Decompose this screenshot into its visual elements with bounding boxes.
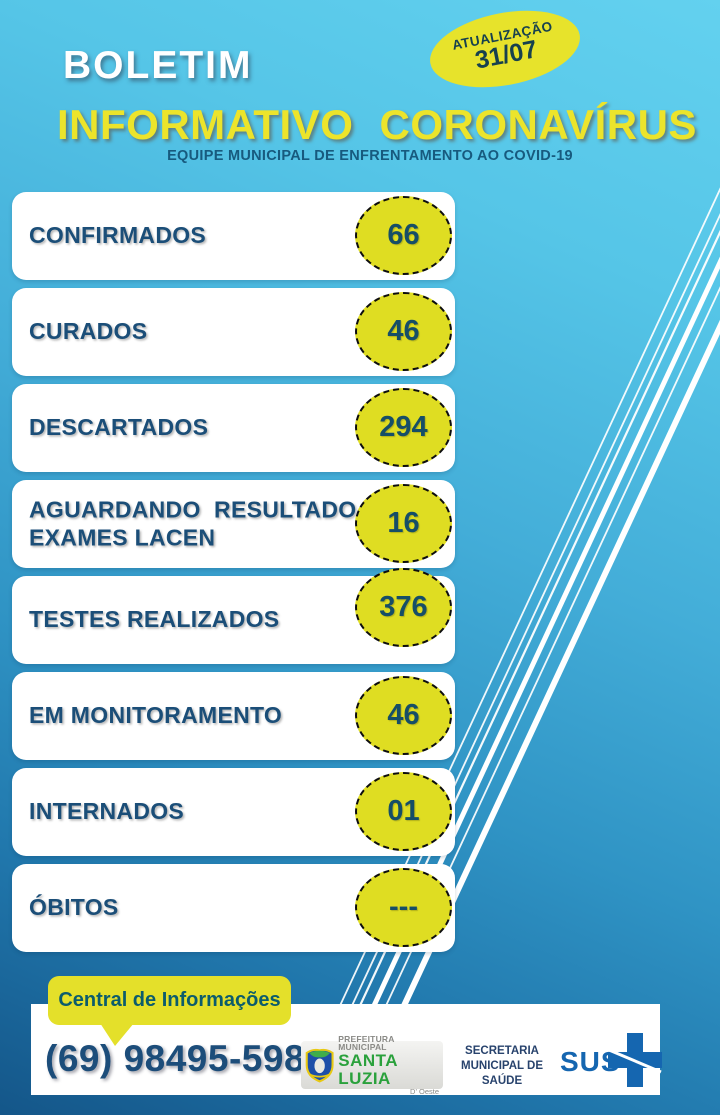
info-center-callout-tail — [100, 1023, 134, 1046]
stat-value: 46 — [387, 315, 420, 347]
sus-cross-icon — [608, 1033, 662, 1087]
stat-value-bubble: 46 — [355, 676, 452, 755]
stat-label: CONFIRMADOS — [29, 222, 207, 249]
stat-label: AGUARDANDO RESULTADO EXAMES LACEN — [29, 496, 357, 550]
page-title: INFORMATIVO CORONAVÍRUS — [57, 101, 697, 148]
stat-card-internados: INTERNADOS 01 — [12, 768, 455, 856]
stat-card-descartados: DESCARTADOS 294 — [12, 384, 455, 472]
stat-label: EM MONITORAMENTO — [29, 702, 283, 729]
stat-label: DESCARTADOS — [29, 414, 209, 441]
info-phone-number: (69) 98495-5989 — [45, 1038, 327, 1079]
info-center-label: Central de Informações — [58, 989, 281, 1011]
stat-value-bubble: 66 — [355, 196, 452, 275]
stat-card-em-monitoramento: EM MONITORAMENTO 46 — [12, 672, 455, 760]
stat-value: --- — [389, 891, 418, 923]
stat-value-bubble: 16 — [355, 484, 452, 563]
stat-value: 376 — [379, 591, 428, 623]
stat-card-testes-realizados: TESTES REALIZADOS 376 — [12, 568, 455, 664]
bulletin-kicker: BOLETIM — [63, 44, 253, 87]
stat-value: 46 — [387, 699, 420, 731]
city-hall-logo: PREFEITURA MUNICIPAL SANTA LUZIA D' Oest… — [301, 1035, 443, 1095]
stat-value-bubble: 294 — [355, 388, 452, 467]
stat-value-bubble: 01 — [355, 772, 452, 851]
city-hall-type-label: PREFEITURA MUNICIPAL — [338, 1033, 395, 1053]
stat-label: CURADOS — [29, 318, 148, 345]
stat-card-obitos: ÓBITOS --- — [12, 864, 455, 952]
stats-list: CONFIRMADOS 66 CURADOS 46 DESCARTADOS 29… — [12, 192, 455, 960]
health-secretariat-label: SECRETARIA MUNICIPAL DE SAÚDE — [461, 1045, 543, 1087]
stat-value-bubble: --- — [355, 868, 452, 947]
city-hall-name: SANTA LUZIA — [338, 1050, 398, 1088]
page-subtitle: EQUIPE MUNICIPAL DE ENFRENTAMENTO AO COV… — [167, 148, 573, 164]
stat-value: 66 — [387, 219, 420, 251]
stat-value-bubble: 46 — [355, 292, 452, 371]
stat-card-aguardando-lacen: AGUARDANDO RESULTADO EXAMES LACEN 16 — [12, 480, 455, 568]
stat-card-curados: CURADOS 46 — [12, 288, 455, 376]
stat-value: 16 — [387, 507, 420, 539]
stat-value-bubble: 376 — [355, 568, 452, 647]
city-hall-suffix: D' Oeste — [410, 1086, 439, 1096]
stat-value: 294 — [379, 411, 428, 443]
stat-card-confirmados: CONFIRMADOS 66 — [12, 192, 455, 280]
stat-value: 01 — [387, 795, 420, 827]
stat-label: INTERNADOS — [29, 798, 185, 825]
city-hall-shield-icon — [305, 1048, 334, 1083]
stat-label: TESTES REALIZADOS — [29, 606, 280, 633]
stat-label: ÓBITOS — [29, 894, 119, 921]
info-center-callout: Central de Informações — [48, 976, 291, 1025]
